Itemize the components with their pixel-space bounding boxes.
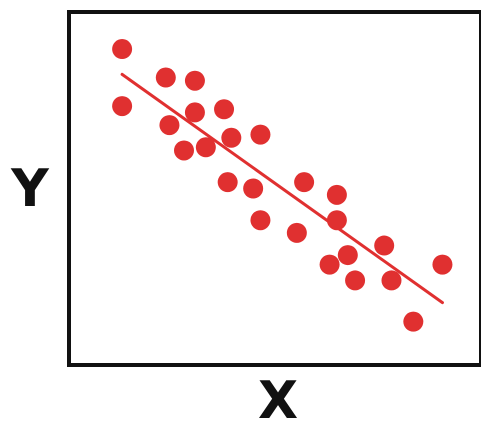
data-point-23 xyxy=(381,270,402,291)
data-point-13 xyxy=(243,178,264,199)
data-point-15 xyxy=(294,172,315,193)
data-point-1 xyxy=(112,39,133,60)
data-points xyxy=(112,39,453,332)
x-axis-label: X xyxy=(258,371,298,425)
data-point-24 xyxy=(403,311,424,332)
data-point-21 xyxy=(374,235,395,256)
data-point-8 xyxy=(221,127,242,148)
data-point-7 xyxy=(159,115,180,136)
data-point-4 xyxy=(184,70,205,91)
data-point-6 xyxy=(214,99,235,120)
data-point-25 xyxy=(432,254,453,275)
data-point-18 xyxy=(326,210,347,231)
data-point-3 xyxy=(155,67,176,88)
data-point-17 xyxy=(286,222,307,243)
data-point-5 xyxy=(184,102,205,123)
data-point-20 xyxy=(319,254,340,275)
trendline xyxy=(120,72,444,305)
data-point-2 xyxy=(112,96,133,117)
plot-frame xyxy=(67,10,481,367)
data-point-16 xyxy=(326,184,347,205)
data-point-12 xyxy=(217,172,238,193)
y-axis-label: Y xyxy=(10,159,50,219)
data-point-19 xyxy=(337,245,358,266)
data-point-10 xyxy=(174,140,194,161)
data-point-22 xyxy=(345,270,366,291)
data-point-9 xyxy=(250,124,271,145)
data-point-11 xyxy=(195,137,216,158)
data-point-14 xyxy=(250,210,271,231)
